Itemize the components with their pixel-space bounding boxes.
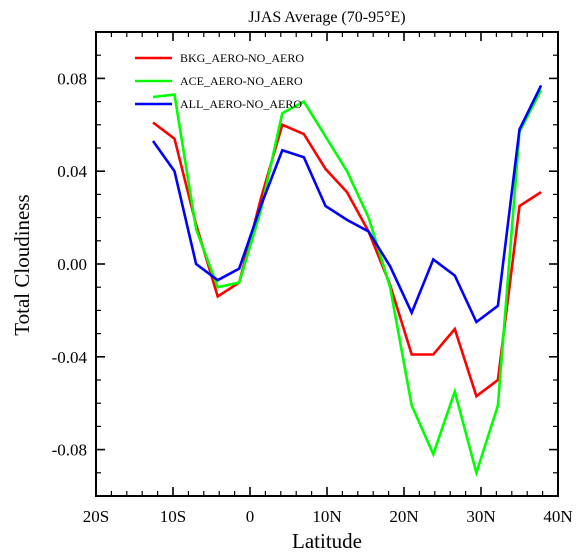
series-line-2: [152, 89, 543, 478]
chart-title: JJAS Average (70-95°E): [248, 9, 405, 26]
tick-labels: 20S 10S 0 10N 20N 30N 40N 0.08 0.04 0.00 -0.04 -0.0…: [52, 69, 573, 526]
legend-label: BKG_AERO-NO_AERO: [180, 51, 304, 65]
legend-label: ALL_AERO-NO_AERO: [180, 97, 302, 111]
x-tick-label: 20S: [83, 507, 109, 526]
x-tick-label: 40N: [543, 507, 572, 526]
x-tick-label: 30N: [466, 507, 495, 526]
y-tick-label: 0.04: [57, 162, 87, 181]
y-tick-label: 0.08: [57, 69, 87, 88]
x-tick-label: 10S: [160, 507, 186, 526]
legend: BKG_AERO-NO_AERO ACE_AERO-NO_AERO ALL_AERO…: [135, 51, 304, 111]
legend-label: ACE_AERO-NO_AERO: [180, 74, 303, 88]
series-line-3: [151, 84, 543, 325]
y-axis-title: Total Cloudiness: [10, 194, 34, 335]
series-line-1: [152, 121, 542, 399]
x-tick-label: 10N: [312, 507, 341, 526]
y-tick-label: -0.08: [52, 441, 87, 460]
x-tick-label: 20N: [389, 507, 418, 526]
plot-frame: [95, 31, 559, 497]
x-axis-title: Latitude: [292, 529, 362, 553]
x-tick-label: 0: [246, 507, 255, 526]
series-lines: [151, 84, 543, 478]
y-tick-label: -0.04: [52, 348, 88, 367]
y-tick-label: 0.00: [57, 255, 87, 274]
